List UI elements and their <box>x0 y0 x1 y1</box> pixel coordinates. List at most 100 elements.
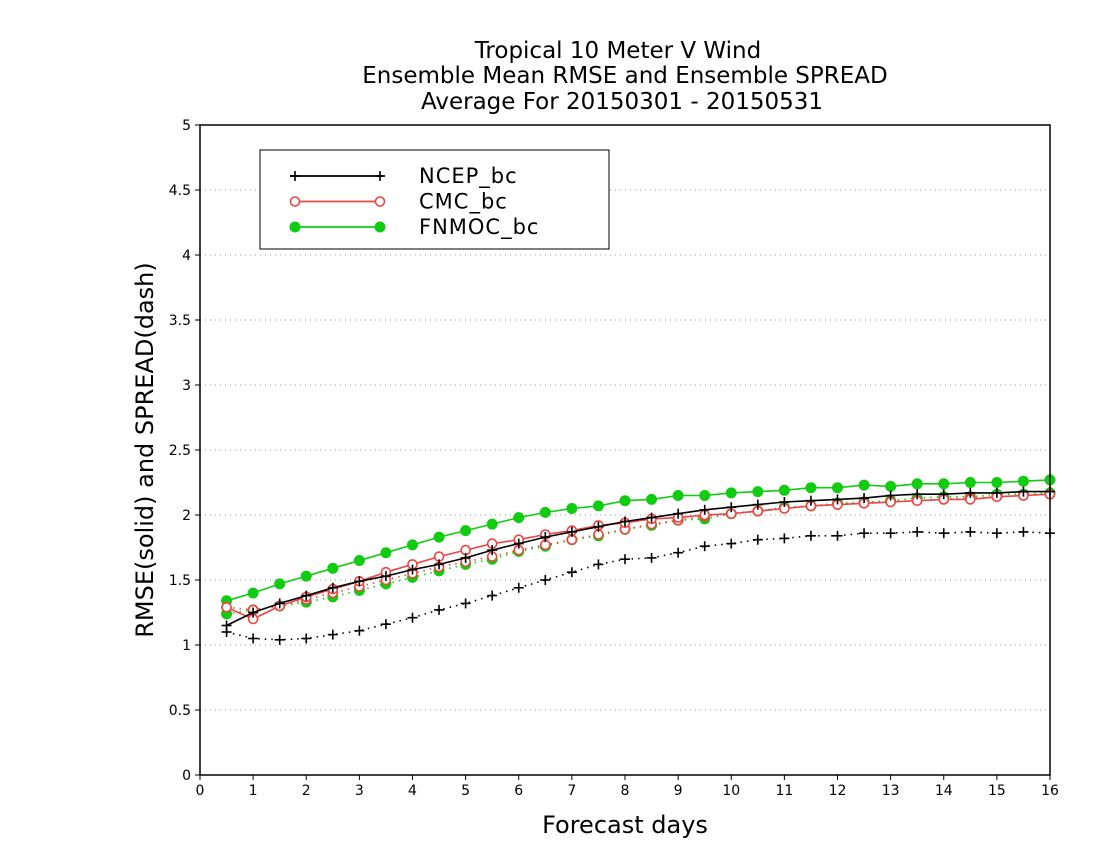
ncep-bc-spread-point <box>513 582 524 593</box>
ncep-bc-spread-point <box>938 528 949 539</box>
ncep-bc-rmse-point <box>1018 486 1029 497</box>
fnmoc-bc-rmse-point <box>486 518 498 530</box>
ncep-bc-spread-point <box>779 533 790 544</box>
y-tick-label: 4 <box>182 248 191 264</box>
ncep-bc-rmse-point <box>327 582 338 593</box>
legend-item-fnmoc-bc: FNMOC_bc <box>289 215 539 240</box>
y-tick-label: 2.5 <box>169 443 191 459</box>
fnmoc-bc-rmse-point <box>274 578 286 590</box>
chart-title-line-1: Tropical 10 Meter V Wind <box>474 38 761 64</box>
ncep-bc-rmse-point <box>938 489 949 500</box>
ncep-bc-spread-point <box>991 528 1002 539</box>
y-tick-label: 1.5 <box>169 573 191 589</box>
ncep-bc-spread-point <box>859 528 870 539</box>
fnmoc-bc-rmse-point <box>672 490 684 501</box>
ncep-bc-spread-point <box>540 575 551 585</box>
chart-title-line-2: Ensemble Mean RMSE and Ensemble SPREAD <box>362 63 887 89</box>
fnmoc-bc-rmse-point <box>964 477 976 488</box>
ncep-bc-spread-point <box>646 552 657 563</box>
legend-marker-left-ncep-bc <box>290 171 300 181</box>
ncep-bc-rmse-point <box>859 493 870 504</box>
x-tick-label: 7 <box>567 783 576 799</box>
fnmoc-bc-rmse-point <box>619 495 631 507</box>
ncep-bc-spread-point <box>354 625 365 636</box>
y-tick-label: 5 <box>182 118 191 134</box>
ncep-bc-spread-point <box>434 604 445 615</box>
x-axis-ticks: 0 1 2 3 4 5 6 7 8 9 10 11 12 13 14 15 16 <box>196 775 1059 799</box>
fnmoc-bc-rmse-point <box>885 480 897 492</box>
x-tick-label: 0 <box>196 783 205 799</box>
ncep-bc-spread-point <box>407 612 418 623</box>
legend-marker-right-fnmoc-bc <box>374 221 386 233</box>
ncep-bc-rmse-point <box>991 487 1002 498</box>
legend-item-ncep-bc: NCEP_bc <box>290 164 518 189</box>
x-tick-label: 1 <box>249 783 258 799</box>
ncep-bc-spread-point <box>248 633 259 644</box>
fnmoc-bc-rmse-point <box>247 587 259 599</box>
fnmoc-bc-rmse-point <box>1017 475 1029 487</box>
ncep-bc-spread-point <box>460 598 471 609</box>
y-tick-label: 0.5 <box>169 703 191 719</box>
cmc-bc-spread-line <box>226 493 1051 611</box>
fnmoc-bc-rmse-point <box>300 570 312 582</box>
ncep-bc-rmse-point <box>566 526 577 537</box>
y-tick-label: 4.5 <box>169 183 191 199</box>
ncep-bc-spread-point <box>805 530 816 541</box>
ncep-bc-rmse-point <box>487 545 498 556</box>
fnmoc-bc-rmse-point <box>592 500 604 512</box>
cmc-bc-rmse-line <box>226 493 1051 620</box>
ncep-bc-rmse-point <box>513 538 524 549</box>
legend-label-ncep-bc: NCEP_bc <box>419 164 518 189</box>
ncep-bc-spread-point <box>620 554 630 565</box>
y-tick-label: 3.5 <box>169 313 191 329</box>
ncep-bc-rmse-point <box>805 495 816 506</box>
x-tick-label: 5 <box>461 783 470 799</box>
fnmoc-bc-rmse-point <box>646 493 658 505</box>
x-tick-label: 4 <box>408 783 417 799</box>
ncep-bc-spread-point <box>832 530 843 541</box>
ncep-bc-rmse-point <box>752 499 763 510</box>
series-layer <box>221 474 1056 645</box>
y-tick-label: 2 <box>182 508 191 524</box>
y-tick-label: 1 <box>182 638 191 654</box>
ncep-bc-spread-point <box>593 559 604 570</box>
series-ncep-bc <box>221 486 1055 645</box>
ncep-bc-spread-point <box>274 634 285 645</box>
cmc-bc-rmse-point <box>221 601 232 613</box>
ncep-bc-spread-point <box>1018 526 1029 537</box>
y-tick-label: 3 <box>182 378 191 394</box>
grid-lines <box>200 189 1050 711</box>
x-tick-label: 3 <box>355 783 364 799</box>
ncep-bc-rmse-point <box>434 559 445 570</box>
y-tick-label: 0 <box>182 768 191 784</box>
ncep-bc-rmse-point <box>965 487 976 498</box>
x-tick-label: 6 <box>514 783 523 799</box>
legend-label-fnmoc-bc: FNMOC_bc <box>419 215 539 240</box>
ncep-bc-rmse-point <box>248 607 259 618</box>
fnmoc-bc-rmse-point <box>805 482 817 494</box>
legend-label-cmc-bc: CMC_bc <box>419 190 508 215</box>
fnmoc-bc-rmse-line <box>226 479 1051 602</box>
x-tick-label: 13 <box>882 783 900 799</box>
legend-marker-left-cmc-bc <box>289 196 301 207</box>
x-tick-label: 16 <box>1041 783 1059 799</box>
fnmoc-bc-rmse-point <box>858 479 870 491</box>
legend-box <box>259 149 610 250</box>
fnmoc-bc-spread-line <box>226 492 1051 615</box>
fnmoc-bc-rmse-point <box>539 506 551 518</box>
ncep-bc-spread-point <box>673 547 684 558</box>
ncep-bc-rmse-point <box>885 490 896 501</box>
ncep-bc-spread-line <box>226 531 1051 641</box>
fnmoc-bc-rmse-point <box>460 525 472 537</box>
x-tick-label: 2 <box>302 783 311 799</box>
x-tick-label: 10 <box>722 783 740 799</box>
chart-title-line-3: Average For 20150301 - 20150531 <box>421 89 823 115</box>
fnmoc-bc-rmse-point <box>407 539 418 551</box>
ncep-bc-rmse-point <box>274 598 285 609</box>
ncep-bc-spread-point <box>327 629 338 640</box>
ncep-bc-spread-point <box>752 534 763 545</box>
x-tick-label: 11 <box>775 783 793 799</box>
ncep-bc-rmse-point <box>620 516 630 527</box>
x-tick-label: 12 <box>829 783 847 799</box>
